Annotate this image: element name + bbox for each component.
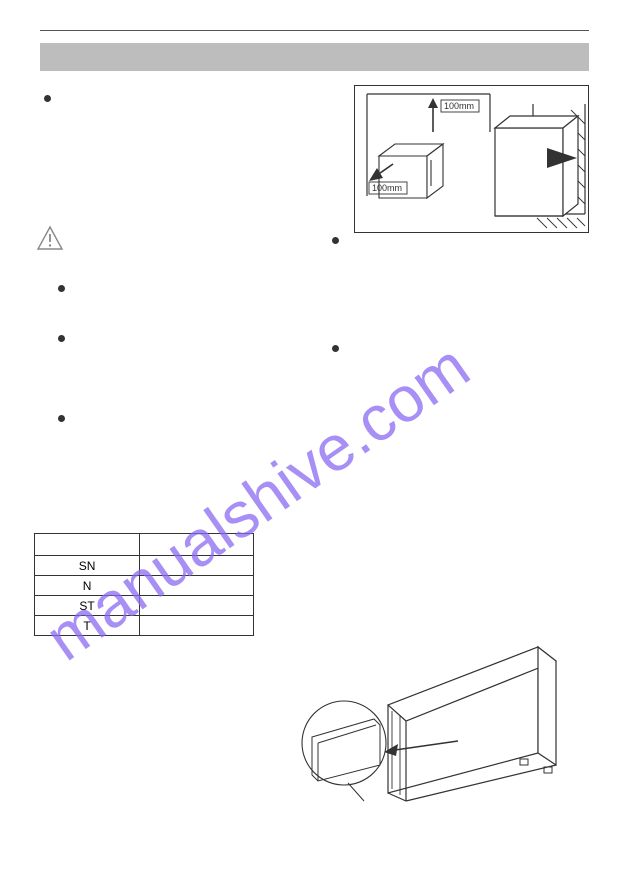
section-header-bar [40,43,589,71]
content-columns: SN N ST T [40,85,589,233]
table-header-row [35,534,254,556]
table-cell-range [140,556,254,576]
table-header-cell [35,534,140,556]
climate-table-wrap: SN N ST T [34,525,254,636]
top-rule [40,30,589,31]
page: SN N ST T [0,0,629,893]
right-column: 100mm 100mm [328,85,589,233]
bullet-icon [58,335,65,342]
clearance-diagram: 100mm 100mm [354,85,589,233]
table-cell-code: T [35,616,140,636]
table-row: ST [35,596,254,616]
table-cell-range [140,616,254,636]
table-row: N [35,576,254,596]
bullet-icon [332,345,339,352]
table-row: SN [35,556,254,576]
warning-icon [36,225,64,256]
appliance-diagram [288,625,578,805]
bullet-icon [44,95,51,102]
bullet-icon [58,285,65,292]
bullet-icon [332,237,339,244]
table-row: T [35,616,254,636]
table-cell-code: ST [35,596,140,616]
clearance-label-top: 100mm [444,101,474,111]
table-cell-code: N [35,576,140,596]
table-cell-code: SN [35,556,140,576]
table-cell-range [140,576,254,596]
table-cell-range [140,596,254,616]
bullet-icon [58,415,65,422]
table-header-cell [140,534,254,556]
climate-table: SN N ST T [34,533,254,636]
clearance-label-left: 100mm [372,183,402,193]
left-column: SN N ST T [40,85,310,233]
